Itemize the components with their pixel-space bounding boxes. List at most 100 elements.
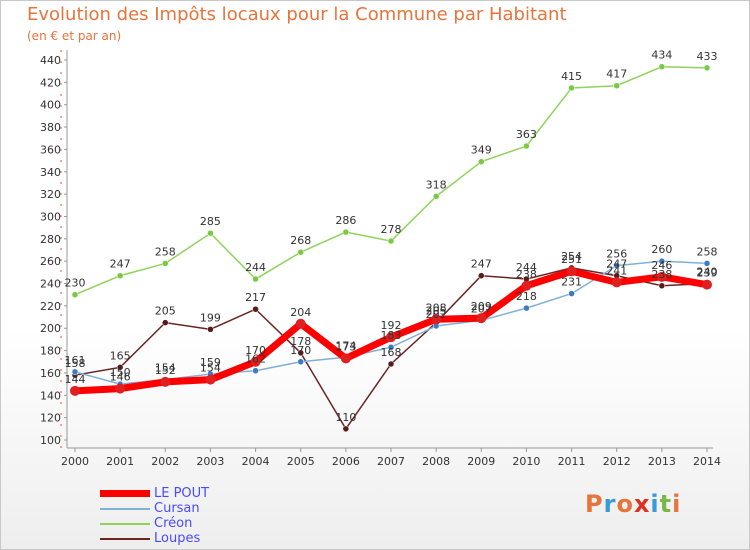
data-point-cr-on: [342, 228, 350, 236]
x-tick-label: 2010: [512, 455, 540, 468]
data-label-cr-on: 247: [110, 258, 131, 271]
data-point-le-pout: [115, 383, 126, 394]
data-point-loupes: [252, 305, 259, 313]
data-point-loupes: [342, 425, 350, 433]
legend-swatch-creon: [100, 523, 150, 525]
data-point-cr-on: [252, 275, 259, 283]
data-point-cursan: [252, 367, 259, 374]
x-tick-label: 2013: [648, 455, 676, 468]
x-tick-label: 2011: [558, 455, 586, 468]
data-label-le-pout: 239: [697, 267, 718, 280]
y-tick-label: 140: [40, 389, 61, 402]
chart-subtitle: (en € et par an): [27, 29, 122, 43]
data-point-le-pout: [160, 376, 171, 387]
data-label-cr-on: 363: [516, 128, 537, 141]
data-point-cr-on: [523, 142, 530, 150]
data-point-cr-on: [568, 84, 575, 92]
x-tick-label: 2001: [106, 455, 134, 468]
data-label-cr-on: 318: [426, 178, 447, 191]
data-label-le-pout: 241: [606, 264, 627, 277]
data-label-cursan: 202: [426, 308, 447, 321]
x-tick-label: 2008: [422, 455, 450, 468]
data-point-le-pout: [521, 280, 532, 291]
data-point-cursan: [568, 290, 575, 297]
data-label-cr-on: 434: [651, 49, 672, 62]
data-point-cursan: [703, 260, 711, 267]
data-label-le-pout: 170: [245, 344, 266, 357]
data-point-le-pout: [656, 271, 667, 282]
data-label-loupes: 205: [426, 305, 447, 318]
logo-letter: t: [659, 490, 673, 518]
y-tick-label: 420: [40, 76, 61, 89]
legend-label-le-pout: LE POUT: [154, 486, 210, 501]
data-label-loupes: 110: [335, 411, 356, 424]
data-point-cr-on: [162, 260, 169, 267]
data-label-le-pout: 208: [426, 301, 447, 314]
y-tick-label: 120: [40, 412, 61, 425]
x-tick-label: 2002: [151, 455, 179, 468]
data-point-le-pout: [702, 279, 712, 290]
x-tick-label: 2007: [377, 455, 405, 468]
data-point-cursan: [71, 368, 79, 376]
y-tick-label: 360: [40, 143, 61, 156]
y-tick-label: 300: [40, 210, 61, 223]
data-point-le-pout: [340, 353, 351, 364]
data-point-cursan: [387, 343, 395, 351]
data-label-cursan: 207: [471, 302, 492, 315]
data-label-loupes: 168: [381, 346, 402, 359]
data-point-cursan: [297, 358, 304, 366]
x-tick-label: 2009: [467, 455, 495, 468]
legend-swatch-cursan: [100, 508, 150, 510]
data-label-cursan: 260: [651, 243, 672, 256]
chart-title: Evolution des Impôts locaux pour la Comm…: [27, 4, 567, 25]
data-point-loupes: [478, 272, 485, 279]
data-label-loupes: 178: [290, 335, 311, 348]
y-tick-label: 220: [40, 300, 61, 313]
data-point-loupes: [297, 349, 304, 357]
data-label-cursan: 170: [290, 344, 311, 357]
logo-letter: o: [616, 490, 634, 518]
data-label-cursan: 256: [606, 248, 627, 261]
y-tick-label: 160: [40, 367, 61, 380]
x-tick-label: 2005: [287, 455, 315, 468]
legend-item-loupes: Loupes: [100, 531, 260, 546]
data-point-cr-on: [297, 248, 304, 256]
data-point-cr-on: [613, 82, 620, 89]
y-tick-label: 380: [40, 121, 61, 134]
data-label-cursan: 150: [110, 366, 131, 379]
x-tick-label: 2012: [603, 455, 631, 468]
data-label-le-pout: 246: [651, 259, 672, 272]
data-point-cursan: [658, 257, 666, 265]
data-point-loupes: [658, 282, 666, 290]
data-label-le-pout: 251: [561, 253, 582, 266]
data-point-cursan: [613, 262, 620, 269]
legend-item-creon: Créon: [100, 516, 260, 531]
y-tick-label: 260: [40, 255, 61, 268]
data-label-loupes: 205: [155, 305, 176, 318]
logo-letter: P: [585, 490, 604, 518]
data-label-cr-on: 230: [65, 277, 86, 290]
proxiti-logo: Proxiti: [585, 490, 681, 518]
legend-label-loupes: Loupes: [154, 531, 201, 546]
data-point-le-pout: [295, 318, 306, 329]
data-point-le-pout: [250, 356, 261, 367]
data-label-cursan: 183: [381, 329, 402, 342]
data-point-le-pout: [611, 277, 622, 288]
data-label-cr-on: 268: [290, 234, 311, 247]
data-label-loupes: 158: [65, 357, 86, 370]
legend-item-cursan: Cursan: [100, 501, 260, 516]
data-point-cr-on: [207, 229, 214, 237]
legend-swatch-loupes: [100, 538, 150, 540]
data-label-cr-on: 285: [200, 215, 221, 228]
legend-swatch-le-pout: [100, 490, 150, 497]
data-point-cr-on: [658, 63, 666, 70]
data-point-loupes: [116, 364, 124, 371]
data-point-cursan: [523, 304, 530, 312]
x-tick-label: 2004: [242, 455, 270, 468]
data-point-le-pout: [566, 266, 577, 277]
data-label-loupes: 165: [110, 349, 131, 362]
data-point-loupes: [162, 319, 169, 326]
data-point-le-pout: [476, 313, 487, 324]
legend: LE POUT Cursan Créon Loupes: [100, 486, 260, 546]
